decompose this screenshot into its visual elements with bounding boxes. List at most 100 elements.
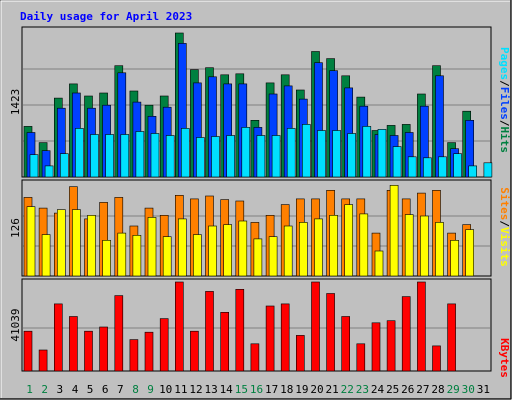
bar-pages-day-16 [256, 135, 266, 178]
bar-pages-day-26 [407, 156, 417, 178]
x-tick-label: 11 [174, 383, 187, 396]
bar-visits-day-29 [450, 240, 459, 277]
bar-pages-day-15 [241, 127, 251, 178]
bar-visits-day-8 [132, 235, 142, 277]
bar-kbytes-day-6 [99, 326, 108, 372]
x-tick-label: 24 [371, 383, 385, 396]
legend-hits-label: Hits [498, 127, 511, 154]
bar-visits-day-14 [223, 224, 232, 277]
bar-kbytes-day-15 [235, 288, 245, 372]
panel-kbytes-bars [23, 281, 456, 372]
x-tick-label: 31 [477, 383, 490, 396]
bar-pages-day-3 [59, 153, 69, 178]
bar-pages-day-1 [29, 154, 39, 178]
legend-kbytes: KBytes [498, 338, 511, 378]
legend-pages: Pages [498, 47, 511, 80]
bar-visits-day-7 [117, 232, 127, 277]
bar-kbytes-day-7 [114, 295, 124, 372]
bar-pages-day-23 [362, 126, 372, 178]
x-tick-label: 2 [41, 383, 48, 396]
bar-visits-day-13 [208, 225, 217, 277]
panel-visits-bars [23, 185, 475, 277]
bar-kbytes-day-8 [129, 339, 139, 372]
bar-kbytes-day-10 [159, 318, 169, 372]
bar-visits-day-26 [404, 214, 414, 277]
bar-pages-day-6 [105, 134, 114, 178]
x-tick-label: 7 [117, 383, 124, 396]
bar-kbytes-day-9 [144, 331, 154, 372]
bar-kbytes-day-16 [250, 343, 260, 372]
panel-hits-bars [23, 32, 493, 178]
chart-title: Daily usage for April 2023 [20, 10, 192, 23]
bar-kbytes-day-18 [280, 303, 290, 372]
bar-kbytes-day-22 [341, 316, 351, 372]
x-tick-label: 21 [325, 383, 338, 396]
bar-kbytes-day-13 [205, 291, 214, 372]
x-tick-label: 27 [416, 383, 429, 396]
bar-pages-day-11 [181, 128, 190, 178]
x-tick-label: 28 [431, 383, 444, 396]
bar-kbytes-day-23 [356, 343, 366, 372]
bar-pages-day-8 [135, 131, 145, 178]
bar-visits-day-19 [298, 222, 308, 277]
bar-pages-day-10 [165, 135, 175, 178]
bar-pages-day-29 [453, 153, 462, 178]
bar-kbytes-day-24 [371, 322, 381, 372]
bar-visits-day-4 [72, 209, 81, 277]
bar-pages-day-22 [347, 133, 357, 178]
legend-hits: Pages/Files/Hits [498, 47, 511, 153]
bar-pages-day-20 [317, 130, 326, 178]
x-tick-label: 26 [401, 383, 414, 396]
legend-visits: Sites/Visits [498, 187, 511, 267]
bar-pages-day-30 [468, 165, 478, 178]
bar-visits-day-21 [329, 215, 338, 277]
x-tick-label: 4 [72, 383, 79, 396]
bar-pages-day-13 [211, 136, 220, 178]
bar-kbytes-day-26 [401, 296, 411, 372]
bar-visits-day-9 [147, 217, 157, 277]
bar-kbytes-day-29 [447, 303, 456, 372]
bar-visits-day-17 [268, 236, 278, 277]
x-tick-label: 3 [56, 383, 63, 396]
bar-kbytes-day-28 [432, 345, 441, 372]
x-tick-label: 16 [250, 383, 263, 396]
bar-kbytes-day-12 [190, 330, 199, 372]
bar-visits-day-28 [435, 222, 444, 277]
bar-kbytes-day-17 [265, 305, 275, 372]
bar-kbytes-day-21 [326, 293, 335, 372]
bar-visits-day-11 [178, 218, 187, 277]
panel-visits: 126 [9, 179, 492, 277]
bar-visits-day-1 [26, 206, 36, 277]
x-tick-label: 29 [447, 383, 460, 396]
x-tick-label: 8 [132, 383, 139, 396]
x-tick-label: 6 [102, 383, 109, 396]
x-tick-label: 30 [462, 383, 475, 396]
x-tick-label: 18 [280, 383, 293, 396]
bar-visits-day-6 [102, 240, 111, 277]
x-tick-label: 15 [235, 383, 248, 396]
bar-kbytes-day-20 [311, 281, 320, 372]
bar-pages-day-24 [377, 129, 387, 178]
x-tick-label: 13 [204, 383, 217, 396]
x-tick-label: 5 [87, 383, 94, 396]
bar-visits-day-25 [389, 185, 399, 277]
bar-visits-day-2 [41, 234, 51, 277]
bar-pages-day-19 [301, 124, 311, 178]
x-tick-label: 19 [295, 383, 308, 396]
x-tick-label: 9 [147, 383, 154, 396]
bar-visits-day-10 [162, 236, 172, 277]
x-tick-label: 17 [265, 383, 278, 396]
bar-visits-day-23 [359, 213, 369, 277]
x-tick-label: 20 [310, 383, 323, 396]
legend-files: Files [498, 87, 511, 120]
bar-pages-day-2 [44, 165, 54, 178]
bar-visits-day-24 [374, 250, 384, 277]
bar-pages-day-21 [332, 130, 341, 178]
bar-visits-day-12 [193, 234, 202, 277]
bar-visits-day-15 [238, 220, 248, 277]
bar-visits-day-3 [56, 209, 66, 277]
bar-pages-day-14 [226, 135, 235, 178]
bar-pages-day-5 [90, 134, 99, 178]
axis-max-visits: 126 [9, 218, 22, 238]
